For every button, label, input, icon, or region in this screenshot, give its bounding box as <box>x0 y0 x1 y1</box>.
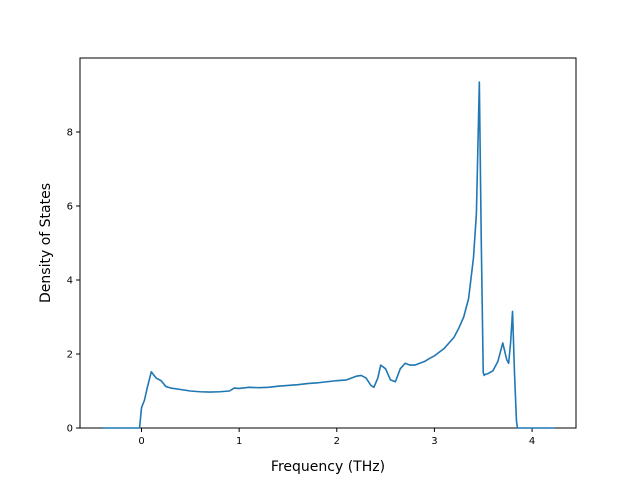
x-tick-label: 3 <box>431 436 437 447</box>
x-tick-label: 2 <box>334 436 340 447</box>
y-tick-label: 0 <box>67 424 73 435</box>
axes-frame <box>79 57 577 429</box>
x-axis-ticks: 0 1 2 3 4 <box>138 428 535 447</box>
y-axis-label: Density of States <box>38 183 54 303</box>
y-tick-label: 8 <box>67 128 73 139</box>
y-tick-label: 6 <box>67 202 73 213</box>
x-tick-label: 0 <box>138 436 144 447</box>
y-tick-label: 4 <box>67 276 73 287</box>
x-tick-label: 4 <box>529 436 535 447</box>
dos-series-line-0 <box>102 81 555 429</box>
y-tick-label: 2 <box>67 350 73 361</box>
y-axis-ticks: 0 2 4 6 8 <box>67 128 80 435</box>
x-axis-label: Frequency (THz) <box>271 459 385 475</box>
x-tick-label: 1 <box>236 436 242 447</box>
plot-area <box>79 57 577 429</box>
series-layer <box>102 81 555 429</box>
